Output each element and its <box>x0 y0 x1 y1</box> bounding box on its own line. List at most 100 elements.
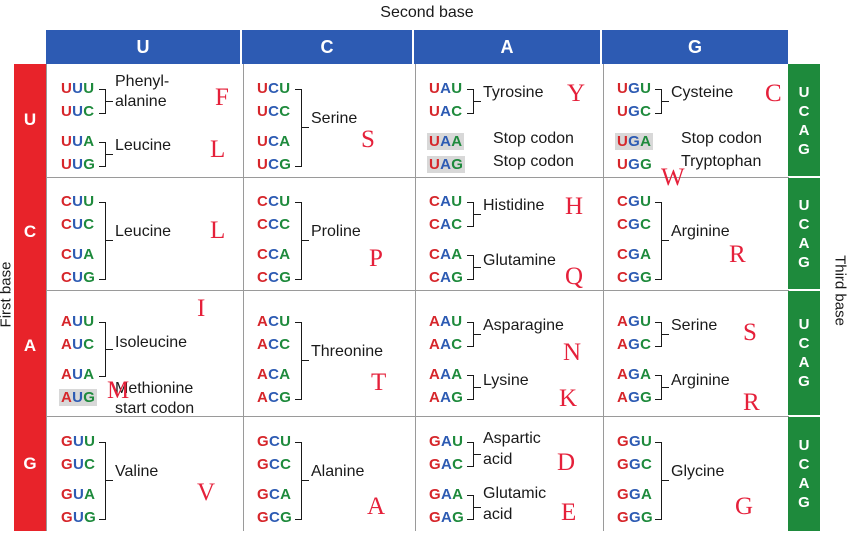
codon-base: G <box>628 456 641 473</box>
codon-base: U <box>257 156 269 173</box>
codon-gag: GAG <box>429 509 464 526</box>
third-base-g: G <box>798 493 810 511</box>
codon-base: U <box>429 156 441 173</box>
codon-gcg: GCG <box>257 509 292 526</box>
codon-cell-ug: UGU UGC UGA UGG Cysteine C Stop codon Tryptopha… <box>603 64 789 191</box>
codon-base: G <box>628 509 641 526</box>
codon-base: G <box>451 156 464 173</box>
amino-acid-name: Glutamic <box>483 485 547 502</box>
bracket <box>467 375 474 400</box>
bracket-tick <box>474 267 481 268</box>
row-divider <box>47 177 789 178</box>
codon-cuu: CUU <box>61 193 94 210</box>
codon-gca: GCA <box>257 486 291 503</box>
codon-base: U <box>72 433 85 450</box>
codon-base: U <box>451 193 463 210</box>
codon-uuu: UUU <box>61 80 94 97</box>
codon-base: A <box>617 366 629 383</box>
amino-acid-name: acid <box>483 451 513 468</box>
third-base-c: C <box>798 335 810 352</box>
column-divider <box>415 64 416 531</box>
codon-base: A <box>440 269 452 286</box>
codon-cga: CGA <box>617 246 651 263</box>
codon-base: A <box>440 366 452 383</box>
codon-base: G <box>640 156 653 173</box>
codon-base: U <box>83 193 95 210</box>
codon-gaa: GAA <box>429 486 463 503</box>
codon-base: A <box>440 313 452 330</box>
bracket <box>655 89 662 114</box>
bracket-tick <box>106 480 113 481</box>
codon-gcu: GCU <box>257 433 291 450</box>
bracket-tick <box>302 360 309 361</box>
amino-acid-letter: N <box>563 339 582 366</box>
codon-base: U <box>279 313 291 330</box>
amino-acid-letter: K <box>559 385 578 412</box>
codon-base: A <box>429 336 441 353</box>
first-base-a: A <box>23 336 37 355</box>
codon-cca: CCA <box>257 246 290 263</box>
bracket-tick <box>662 334 669 335</box>
codon-base: C <box>429 269 441 286</box>
third-base-g: G <box>798 253 810 271</box>
codon-cuc: CUC <box>61 216 94 233</box>
third-base-a: A <box>798 474 810 492</box>
codon-gua: GUA <box>61 486 95 503</box>
codon-ccu: CCU <box>257 193 290 210</box>
codon-base: G <box>61 456 73 473</box>
codon-gac: GAC <box>429 456 463 473</box>
codon-base: A <box>61 313 73 330</box>
amino-acid-name: Tryptophan <box>681 153 762 170</box>
stop-codon-label: Stop codon <box>493 130 574 147</box>
second-base-a: A <box>500 37 514 57</box>
codon-ugg: UGG <box>617 156 652 173</box>
first-base-title: First base <box>0 261 15 328</box>
codon-base: G <box>628 216 641 233</box>
codon-base: G <box>617 509 629 526</box>
bracket-tick <box>106 240 113 241</box>
bracket <box>467 442 474 467</box>
codon-base: U <box>452 433 464 450</box>
codon-base: G <box>61 509 73 526</box>
bracket <box>99 142 106 167</box>
codon-cug: CUG <box>61 269 95 286</box>
codon-base: G <box>257 456 269 473</box>
codon-base: C <box>257 269 269 286</box>
bracket <box>655 442 662 520</box>
codon-base: U <box>61 103 73 120</box>
codon-base: G <box>617 456 629 473</box>
amino-acid-name: Threonine <box>311 343 384 360</box>
first-base-u: U <box>23 110 37 129</box>
codon-base: U <box>61 156 73 173</box>
codon-base: G <box>640 509 653 526</box>
codon-base: U <box>640 193 652 210</box>
codon-base: U <box>257 133 269 150</box>
bracket-tick <box>474 507 481 508</box>
codon-cell-cg: CGU CGC CGA CGG Arginine R <box>603 177 789 290</box>
codon-base: G <box>451 389 464 406</box>
codon-ccg: CCG <box>257 269 291 286</box>
row-divider <box>47 290 789 291</box>
stop-codon-label: Stop codon <box>681 130 762 147</box>
codon-uag: UAG <box>427 156 466 173</box>
codon-base: C <box>257 193 269 210</box>
codon-base: U <box>83 313 95 330</box>
codon-base: C <box>61 216 73 233</box>
bracket-tick <box>474 214 481 215</box>
amino-acid-name: Serine <box>671 317 718 334</box>
codon-base: U <box>640 433 653 450</box>
codon-base: A <box>440 246 452 263</box>
codon-uac: UAC <box>429 103 462 120</box>
third-base-a: A <box>798 121 810 139</box>
codon-base: G <box>257 486 269 503</box>
codon-base: A <box>640 246 652 263</box>
codon-base: U <box>429 133 441 150</box>
amino-acid-letter: E <box>561 499 577 526</box>
codon-base: A <box>257 366 269 383</box>
codon-base: C <box>451 103 463 120</box>
codon-auc: AUC <box>61 336 94 353</box>
codon-cag: CAG <box>429 269 463 286</box>
codon-base: U <box>640 313 652 330</box>
amino-acid-name: Proline <box>311 223 361 240</box>
